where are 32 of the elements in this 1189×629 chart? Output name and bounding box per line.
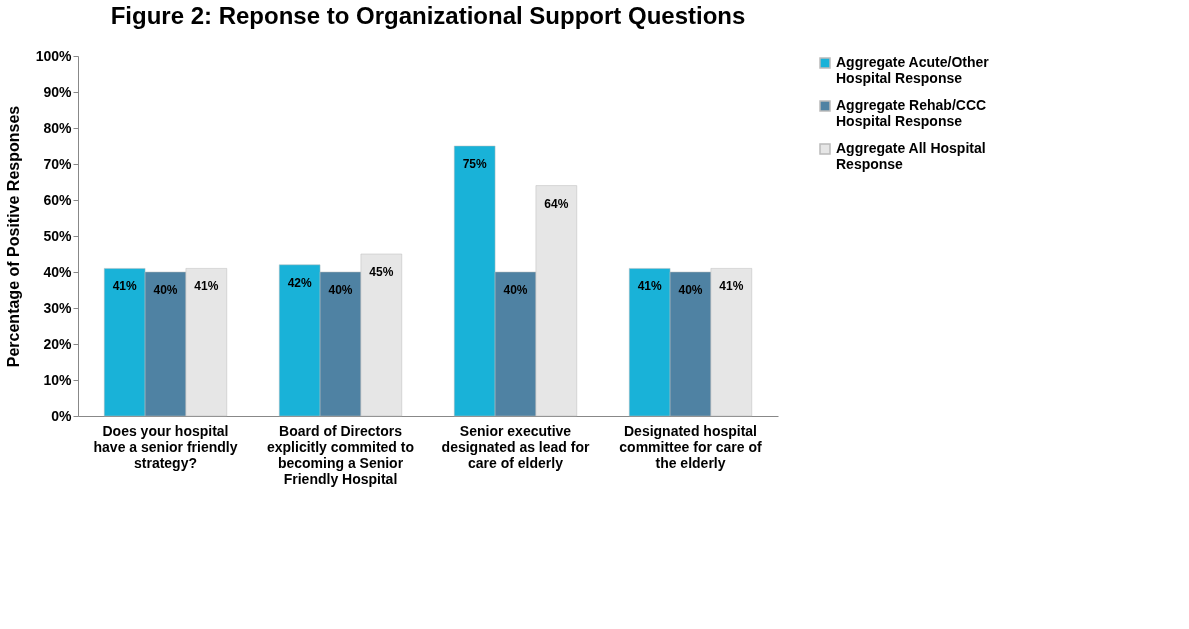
y-tick-label: 20% [43, 335, 73, 352]
text: 45% [369, 265, 394, 279]
x-tick-label: Does your hospital have a senior friendly strategy? [93, 422, 238, 471]
text: 41% [637, 279, 662, 294]
text: 41% [719, 279, 744, 294]
y-tick-label: 90% [43, 83, 73, 100]
text: 75% [462, 157, 487, 171]
legend-label: Aggregate Rehab/CCC Hospital Response [836, 97, 987, 129]
y-tick-label: 80% [43, 119, 73, 136]
legend-label: Aggregate All Hospital Response [836, 140, 986, 172]
text: 64% [544, 196, 569, 211]
y-axis-title: Percentage of Positive Responses [4, 105, 22, 368]
x-tick-label: Senior executive designated as lead for care of elderly [441, 422, 590, 471]
text: 41% [194, 279, 219, 294]
text: 40% [503, 283, 528, 297]
text: 41% [112, 279, 137, 294]
y-tick-label: 40% [43, 263, 73, 280]
y-tick-label: 10% [43, 371, 73, 388]
x-tick-label: Board of Directors explicitly commited to becoming a Senior Friendly Hospital [266, 422, 415, 487]
text: 40% [328, 283, 353, 297]
y-tick-label: 100% [35, 47, 73, 64]
text: 42% [287, 275, 312, 290]
y-tick-label: 30% [43, 299, 73, 316]
text: 40% [153, 283, 178, 297]
y-tick-label: 60% [43, 191, 73, 208]
chart-title: Figure 2: Reponse to Organizational Support Questions [110, 2, 746, 29]
y-tick-label: 70% [43, 155, 73, 172]
y-tick-label: 50% [43, 227, 73, 244]
y-tick-label: 0% [51, 407, 73, 424]
legend-label: Aggregate Acute/Other Hospital Response [836, 54, 990, 86]
text: 40% [678, 283, 703, 297]
x-tick-label: Designated hospital committee for care of the elderly [619, 422, 763, 471]
